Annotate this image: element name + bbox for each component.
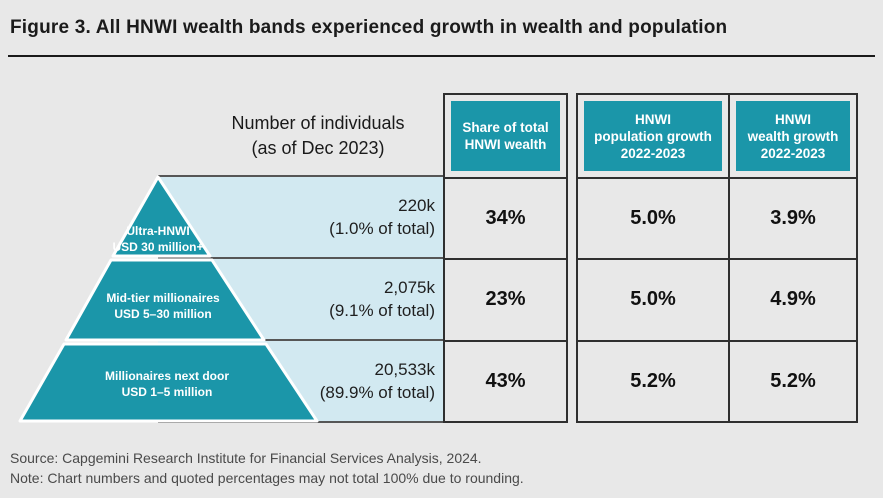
- pop-header-line3: 2022-2023: [620, 145, 686, 161]
- count-ultra: 220k: [398, 196, 435, 215]
- wealth-growth-nextdoor: 5.2%: [730, 339, 856, 421]
- population-growth-header: HNWI population growth 2022-2023: [584, 101, 722, 171]
- individuals-value-ultra: 220k (1.0% of total): [329, 194, 443, 240]
- share-of-wealth-column: Share of total HNWI wealth 34% 23% 43%: [443, 93, 568, 423]
- count-nextdoor: 20,533k: [374, 360, 436, 379]
- wealth-header-line1: HNWI: [775, 111, 811, 127]
- share-value-midtier: 23%: [445, 258, 566, 339]
- wealth-growth-column: HNWI wealth growth 2022-2023 3.9% 4.9% 5…: [730, 95, 856, 421]
- individuals-header-line1: Number of individuals: [231, 113, 405, 133]
- pct-nextdoor: (89.9% of total): [319, 383, 435, 402]
- population-growth-column: HNWI population growth 2022-2023 5.0% 5.…: [578, 95, 730, 421]
- row-next-door: 20,533k (89.9% of total): [158, 341, 443, 421]
- title-divider: [8, 55, 875, 57]
- population-growth-ultra: 5.0%: [578, 177, 728, 258]
- individuals-column-header: Number of individuals (as of Dec 2023): [168, 111, 468, 161]
- figure-title: Figure 3. All HNWI wealth bands experien…: [10, 17, 728, 38]
- wealth-growth-midtier: 4.9%: [730, 258, 856, 339]
- growth-columns: HNWI population growth 2022-2023 5.0% 5.…: [576, 93, 858, 423]
- tier-range-ultra: USD 30 million+: [112, 240, 204, 254]
- individuals-header-line2: (as of Dec 2023): [251, 138, 385, 158]
- share-of-wealth-header: Share of total HNWI wealth: [451, 101, 560, 171]
- share-value-nextdoor: 43%: [445, 339, 566, 421]
- figure-footnotes: Source: Capgemini Research Institute for…: [10, 448, 870, 488]
- tier-label-next-door: Millionaires next door USD 1–5 million: [72, 368, 262, 400]
- rounding-note: Note: Chart numbers and quoted percentag…: [10, 470, 524, 486]
- tier-name-nextdoor: Millionaires next door: [104, 369, 230, 383]
- source-note: Source: Capgemini Research Institute for…: [10, 450, 482, 466]
- row-ultra-hnwi: 220k (1.0% of total): [158, 177, 443, 259]
- share-header-line2: HNWI wealth: [464, 137, 547, 152]
- tier-name-midtier: Mid-tier millionaires: [106, 291, 220, 305]
- population-growth-nextdoor: 5.2%: [578, 339, 728, 421]
- pop-header-line2: population growth: [594, 128, 712, 144]
- pct-midtier: (9.1% of total): [329, 301, 435, 320]
- wealth-growth-header: HNWI wealth growth 2022-2023: [736, 101, 850, 171]
- share-header-line1: Share of total: [462, 120, 549, 135]
- pop-header-line1: HNWI: [635, 111, 671, 127]
- wealth-growth-header-cell: HNWI wealth growth 2022-2023: [730, 95, 856, 177]
- individuals-value-midtier: 2,075k (9.1% of total): [329, 276, 443, 322]
- tier-label-mid-tier: Mid-tier millionaires USD 5–30 million: [78, 290, 248, 322]
- pct-ultra: (1.0% of total): [329, 219, 435, 238]
- count-midtier: 2,075k: [383, 278, 435, 297]
- population-growth-midtier: 5.0%: [578, 258, 728, 339]
- tier-range-midtier: USD 5–30 million: [114, 307, 212, 321]
- wealth-header-line3: 2022-2023: [760, 145, 826, 161]
- tier-name-ultra: Ultra-HNWI: [126, 224, 190, 238]
- population-growth-header-cell: HNWI population growth 2022-2023: [578, 95, 728, 177]
- tier-range-nextdoor: USD 1–5 million: [121, 385, 213, 399]
- wealth-growth-ultra: 3.9%: [730, 177, 856, 258]
- share-of-wealth-header-cell: Share of total HNWI wealth: [445, 95, 566, 177]
- tier-label-ultra-hnwi: Ultra-HNWI USD 30 million+: [88, 223, 228, 255]
- share-value-ultra: 34%: [445, 177, 566, 258]
- wealth-header-line2: wealth growth: [747, 128, 839, 144]
- individuals-value-nextdoor: 20,533k (89.9% of total): [320, 358, 443, 404]
- row-mid-tier: 2,075k (9.1% of total): [158, 259, 443, 341]
